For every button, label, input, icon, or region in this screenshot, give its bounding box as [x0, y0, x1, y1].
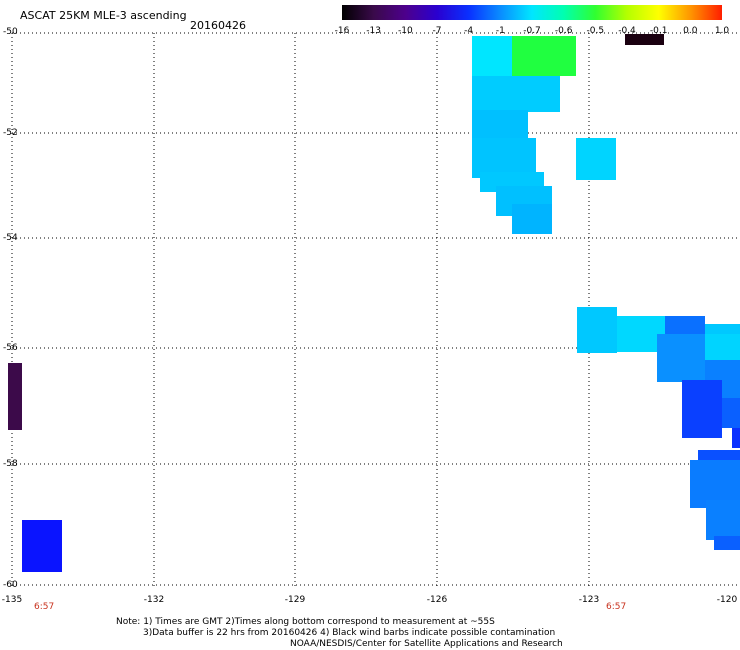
x-tick-label: -123	[578, 595, 600, 605]
note-line-2: 3)Data buffer is 22 hrs from 20160426 4)…	[143, 628, 556, 638]
x-tick-label: -129	[284, 595, 306, 605]
x-tick-label: -132	[143, 595, 165, 605]
note-line-1: Note: 1) Times are GMT 2)Times along bot…	[116, 617, 495, 627]
swath-cell	[472, 110, 528, 140]
swath-cell	[706, 500, 740, 540]
x-tick-label: -135	[1, 595, 23, 605]
swath-cell	[472, 76, 560, 112]
swath-cell	[705, 334, 740, 362]
swath-cell	[657, 334, 705, 382]
swath-cell	[576, 138, 616, 180]
colorbar-gradient	[342, 5, 722, 20]
swath-cell	[22, 520, 62, 572]
y-tick-label: -50	[3, 27, 18, 37]
colorbar-tick-label: -1	[495, 26, 505, 36]
swath-cell	[472, 138, 536, 178]
swath-cell	[682, 380, 722, 438]
colorbar-tick-label: -0.7	[523, 26, 541, 36]
time-label: 6:57	[606, 602, 627, 612]
colorbar-tick-label: 1.0	[714, 26, 730, 36]
swath-cell	[577, 307, 617, 353]
swath-cell	[472, 36, 512, 81]
colorbar-tick-label: -0.5	[586, 26, 605, 36]
note-line-3: NOAA/NESDIS/Center for Satellite Applica…	[290, 639, 563, 649]
swath-cell	[625, 34, 664, 45]
swath-cell	[722, 398, 740, 428]
y-tick-label: -58	[3, 459, 18, 469]
y-tick-label: -60	[3, 580, 18, 590]
colorbar-tick-label: -16	[334, 26, 350, 36]
colorbar-tick-label: -0.6	[554, 26, 573, 36]
colorbar-tick-label: -13	[366, 26, 382, 36]
x-tick-label: -126	[426, 595, 448, 605]
colorbar-tick-label: -0.1	[649, 26, 668, 36]
swath-cell	[510, 36, 576, 76]
time-label: 6:57	[34, 602, 55, 612]
grid-lines	[11, 32, 740, 588]
swath-cell	[8, 363, 22, 430]
colorbar-tick-label: -7	[432, 26, 442, 36]
y-tick-label: -52	[3, 128, 18, 138]
swath-cell	[732, 428, 740, 448]
colorbar-tick-label: 0.0	[683, 26, 698, 36]
swath-cell	[512, 204, 552, 234]
y-tick-label: -56	[3, 343, 18, 353]
colorbar-tick-label: -0.4	[618, 26, 636, 36]
swath-cell	[714, 536, 740, 550]
wind-data-swath	[8, 34, 740, 572]
colorbar	[342, 5, 722, 20]
map-title: ASCAT 25KM MLE-3 ascending	[20, 9, 187, 22]
colorbar-tick-label: -10	[397, 26, 413, 36]
swath-cell	[665, 316, 705, 336]
x-tick-label: -120	[716, 595, 738, 605]
colorbar-tick-label: -4	[464, 26, 474, 36]
y-tick-label: -54	[3, 233, 18, 243]
map-date: 20160426	[190, 19, 246, 32]
